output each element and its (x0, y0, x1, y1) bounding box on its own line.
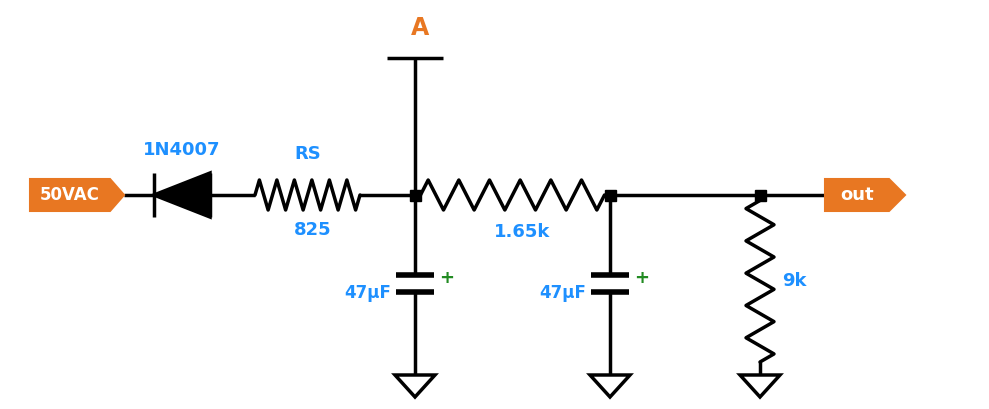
Text: 825: 825 (294, 221, 331, 239)
Text: 47μF: 47μF (539, 285, 586, 303)
Text: 50VAC: 50VAC (41, 186, 100, 204)
Text: +: + (439, 269, 454, 287)
Polygon shape (154, 173, 210, 217)
Text: 1.65k: 1.65k (494, 223, 551, 241)
Text: out: out (841, 186, 874, 204)
Text: RS: RS (294, 145, 320, 163)
Bar (755, 189, 765, 200)
Text: 1N4007: 1N4007 (143, 141, 221, 159)
Text: A: A (410, 16, 429, 40)
Polygon shape (30, 179, 124, 211)
Bar (409, 189, 420, 200)
Text: 47μF: 47μF (344, 285, 391, 303)
Polygon shape (825, 179, 905, 211)
Text: 9k: 9k (782, 272, 806, 290)
Bar (604, 189, 615, 200)
Text: +: + (634, 269, 649, 287)
